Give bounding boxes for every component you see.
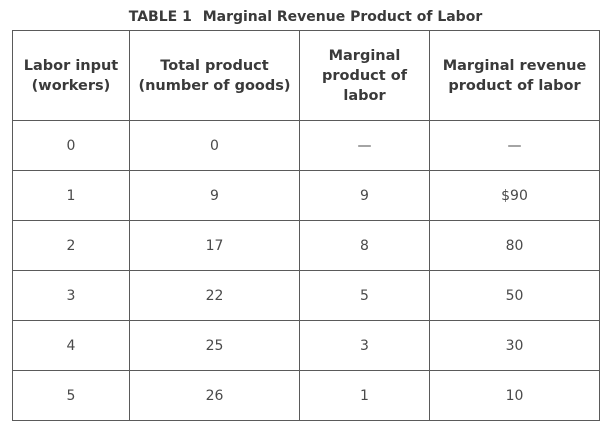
header-line: Marginal revenue [442,57,587,74]
table-row: 5 26 1 10 [12,370,600,421]
cell-total-product: 9 [129,170,300,221]
cell-total-product: 17 [129,220,300,271]
cell-marginal-product: 9 [299,170,430,221]
cell-marginal-product: — [299,120,430,171]
header-line: Total product [160,57,269,74]
cell-marginal-revenue-product: 30 [429,320,600,371]
cell-labor-input: 0 [12,120,130,171]
cell-marginal-revenue-product: 80 [429,220,600,271]
header-line: labor [343,87,386,104]
header-line: product of labor [448,77,581,94]
table-number: TABLE 1 [128,9,192,25]
cell-marginal-revenue-product: $90 [429,170,600,221]
cell-labor-input: 5 [12,370,130,421]
header-line: Labor input [23,57,119,74]
cell-marginal-revenue-product: — [429,120,600,171]
header-labor-input: Labor input (workers) [12,30,130,121]
header-row: Labor input (workers) Total product (num… [12,30,600,121]
cell-marginal-product: 5 [299,270,430,321]
cell-marginal-revenue-product: 50 [429,270,600,321]
table-row: 3 22 5 50 [12,270,600,321]
table-row: 4 25 3 30 [12,320,600,371]
cell-labor-input: 4 [12,320,130,371]
cell-marginal-revenue-product: 10 [429,370,600,421]
header-line: (number of goods) [138,77,291,94]
cell-labor-input: 2 [12,220,130,271]
cell-total-product: 26 [129,370,300,421]
cell-total-product: 22 [129,270,300,321]
cell-total-product: 25 [129,320,300,371]
header-total-product: Total product (number of goods) [129,30,300,121]
header-line: product of [321,67,408,84]
cell-total-product: 0 [129,120,300,171]
marginal-revenue-table: Labor input (workers) Total product (num… [12,30,600,421]
table-title: Marginal Revenue Product of Labor [202,9,483,25]
table-caption: TABLE 1 Marginal Revenue Product of Labo… [0,9,611,25]
header-line: (workers) [31,77,111,94]
cell-labor-input: 3 [12,270,130,321]
header-marginal-revenue-product: Marginal revenue product of labor [429,30,600,121]
cell-marginal-product: 1 [299,370,430,421]
cell-marginal-product: 8 [299,220,430,271]
header-marginal-product: Marginal product of labor [299,30,430,121]
table-row: 1 9 9 $90 [12,170,600,221]
cell-labor-input: 1 [12,170,130,221]
table-row: 2 17 8 80 [12,220,600,271]
header-line: Marginal [328,47,401,64]
cell-marginal-product: 3 [299,320,430,371]
table-row: 0 0 — — [12,120,600,171]
